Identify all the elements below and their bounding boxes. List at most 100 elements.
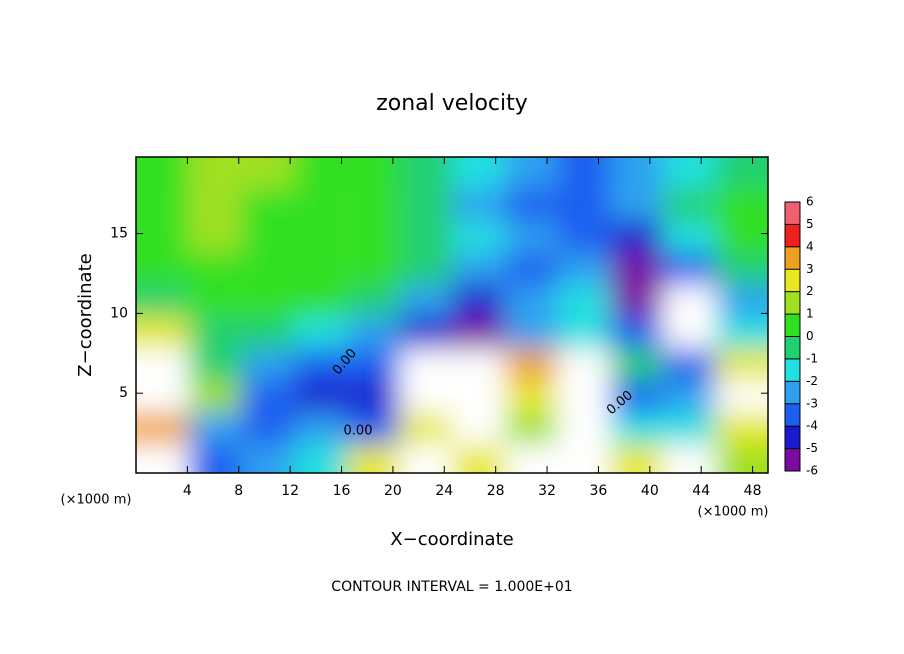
field-cell [557, 220, 610, 253]
colorbar-swatch [785, 336, 800, 359]
field-cell [715, 380, 768, 413]
contour-label: 0.00 [344, 424, 373, 439]
field-cell [504, 157, 558, 189]
field-cell [504, 188, 558, 221]
colorbar-label: 5 [806, 217, 814, 231]
field-cell [241, 380, 294, 413]
y-tick-label: 15 [110, 226, 128, 242]
colorbar-label: 3 [806, 262, 814, 276]
colorbar-label: -1 [806, 351, 818, 365]
x-tick-label: 8 [234, 483, 243, 499]
field-cell [662, 220, 716, 253]
field-cell [662, 188, 716, 221]
field-cell [610, 220, 663, 253]
y-tick-label: 10 [110, 305, 128, 321]
field-cell [294, 284, 347, 317]
field-cell [346, 444, 400, 473]
colorbar-swatch [785, 246, 800, 270]
colorbar-label: 1 [806, 307, 814, 321]
field-cell [715, 220, 768, 253]
colorbar-label: -4 [806, 419, 818, 433]
colorbar-swatch [785, 269, 800, 292]
field-cell [346, 316, 400, 349]
field-cell [294, 348, 347, 381]
colorbar-swatch [785, 291, 800, 315]
field-cell [399, 412, 452, 445]
field-cell [294, 444, 347, 473]
colorbar-swatch [785, 403, 800, 427]
field-cell [188, 412, 242, 445]
field-cell [294, 220, 347, 253]
field-cell [399, 188, 452, 221]
field-cell [557, 444, 610, 473]
field-cell [294, 157, 347, 189]
field-cell [610, 284, 663, 317]
field-cell [136, 157, 189, 189]
field-cell [452, 284, 505, 317]
field-cell [241, 157, 294, 189]
field-cell [188, 157, 242, 189]
colorbar-label: 0 [806, 329, 814, 343]
colorbar-swatch [785, 202, 800, 225]
field-cell [662, 412, 716, 445]
field-cell [662, 380, 716, 413]
colorbar-swatch [785, 224, 800, 247]
y-axis-label: Z−coordinate [75, 253, 96, 376]
field [136, 157, 768, 473]
field-cell [241, 348, 294, 381]
field-cell [715, 188, 768, 221]
field-cell [241, 444, 294, 473]
colorbar-label: -6 [806, 464, 818, 478]
colorbar-label: -3 [806, 396, 818, 410]
field-cell [399, 252, 452, 285]
field-cell [188, 444, 242, 473]
field-cell [399, 284, 452, 317]
field-cell [715, 316, 768, 349]
field-cell [715, 444, 768, 473]
field-cell [452, 316, 505, 349]
colorbar-label: 2 [806, 284, 814, 298]
field-cell [294, 412, 347, 445]
x-tick-label: 16 [333, 483, 351, 499]
field-cell [662, 284, 716, 317]
field-cell [399, 316, 452, 349]
field-cell [241, 412, 294, 445]
x-tick-label: 40 [641, 483, 659, 499]
field-cell [136, 444, 189, 473]
field-cell [610, 380, 663, 413]
field-cell [188, 220, 242, 253]
x-tick-label: 4 [183, 483, 192, 499]
x-tick-label: 44 [692, 483, 710, 499]
colorbar-swatch [785, 381, 800, 404]
field-cell [715, 252, 768, 285]
field-cell [136, 348, 189, 381]
field-cell [662, 348, 716, 381]
field-cell [346, 220, 400, 253]
field-cell [346, 284, 400, 317]
x-tick-label: 28 [487, 483, 505, 499]
field-cell [188, 316, 242, 349]
x-tick-label: 24 [435, 483, 453, 499]
field-cell [452, 380, 505, 413]
field-cell [188, 284, 242, 317]
field-cell [557, 316, 610, 349]
field-cell [662, 316, 716, 349]
x-unit-label: (×1000 m) [698, 505, 769, 520]
field-cell [504, 380, 558, 413]
field-cell [188, 380, 242, 413]
field-cell [610, 188, 663, 221]
field-cell [399, 157, 452, 189]
x-tick-label: 32 [538, 483, 556, 499]
field-cell [715, 284, 768, 317]
field-cell [136, 284, 189, 317]
field-cell [399, 380, 452, 413]
field-cell [610, 412, 663, 445]
field-cell [399, 444, 452, 473]
field-cell [504, 348, 558, 381]
field-cell [188, 348, 242, 381]
field-cell [136, 316, 189, 349]
x-unit-label: (×1000 m) [61, 493, 132, 508]
field-cell [241, 316, 294, 349]
field-cell [662, 252, 716, 285]
